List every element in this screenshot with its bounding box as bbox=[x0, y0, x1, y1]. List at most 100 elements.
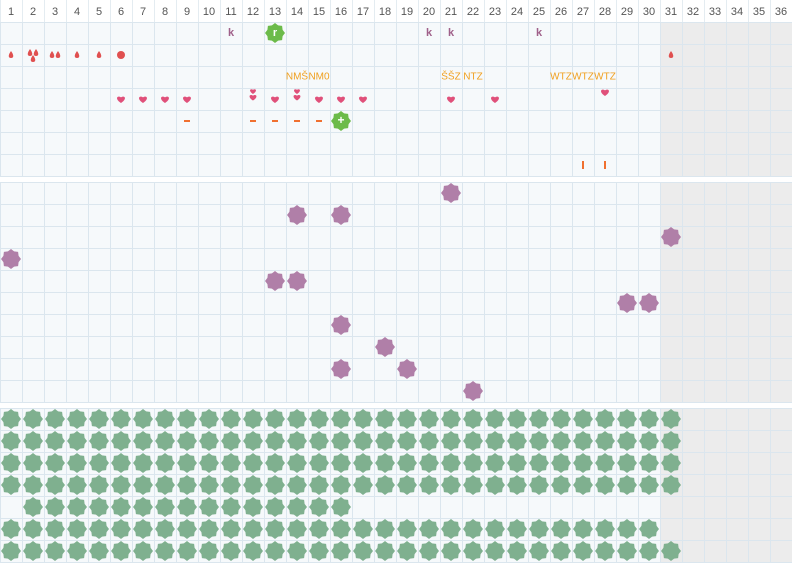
green-blob bbox=[177, 453, 197, 473]
green-blob bbox=[595, 431, 615, 451]
green-blob bbox=[243, 409, 263, 429]
green-blob bbox=[617, 519, 637, 539]
day-number: 20 bbox=[423, 6, 435, 18]
purple-blob bbox=[463, 381, 483, 401]
drop bbox=[74, 51, 80, 58]
letter: k bbox=[536, 27, 543, 39]
green-blob bbox=[155, 453, 175, 473]
green-blob bbox=[639, 475, 659, 495]
note: ŠŠZ bbox=[441, 70, 460, 83]
green-blob bbox=[595, 541, 615, 561]
green-blob bbox=[265, 453, 285, 473]
green-blob bbox=[89, 431, 109, 451]
green-blob bbox=[551, 541, 571, 561]
note: WTZ bbox=[594, 72, 616, 83]
green-blob bbox=[441, 409, 461, 429]
green-blob bbox=[309, 475, 329, 495]
green-blob bbox=[133, 497, 153, 517]
day-number: 9 bbox=[184, 6, 190, 18]
day-number: 1 bbox=[8, 6, 14, 18]
green-blob bbox=[485, 519, 505, 539]
green-blob bbox=[595, 453, 615, 473]
green-blob bbox=[23, 431, 43, 451]
green-blob bbox=[265, 541, 285, 561]
green-blob bbox=[331, 409, 351, 429]
green-blob bbox=[353, 519, 373, 539]
purple-blob bbox=[661, 227, 681, 247]
green-blob bbox=[1, 541, 21, 561]
dash bbox=[316, 120, 322, 122]
green-blob bbox=[287, 431, 307, 451]
purple-blob bbox=[287, 205, 307, 225]
green-blob bbox=[441, 453, 461, 473]
purple-blob bbox=[617, 293, 637, 313]
green-blob bbox=[287, 409, 307, 429]
plus: + bbox=[337, 113, 344, 127]
dash bbox=[294, 120, 300, 122]
heart bbox=[161, 96, 169, 103]
heart bbox=[117, 96, 125, 103]
green-blob bbox=[441, 431, 461, 451]
green-blob bbox=[419, 431, 439, 451]
green-blob bbox=[573, 475, 593, 495]
day-number: 13 bbox=[269, 6, 281, 18]
green-blob bbox=[353, 541, 373, 561]
day-number: 23 bbox=[489, 6, 501, 18]
green-blob bbox=[23, 519, 43, 539]
day-number: 32 bbox=[687, 6, 699, 18]
green-blob bbox=[463, 431, 483, 451]
day-number: 27 bbox=[577, 6, 589, 18]
heart bbox=[294, 89, 300, 94]
green-blob bbox=[45, 409, 65, 429]
green-blob bbox=[551, 453, 571, 473]
green-blob bbox=[309, 497, 329, 517]
green-blob bbox=[265, 431, 285, 451]
green-blob bbox=[133, 541, 153, 561]
day-number: 31 bbox=[665, 6, 677, 18]
heart bbox=[359, 96, 367, 103]
green-blob bbox=[221, 497, 241, 517]
green-blob bbox=[287, 497, 307, 517]
green-blob bbox=[331, 475, 351, 495]
day-number: 5 bbox=[96, 6, 102, 18]
green-blob bbox=[111, 453, 131, 473]
green-blob bbox=[485, 475, 505, 495]
heart bbox=[315, 96, 323, 103]
green-blob bbox=[573, 541, 593, 561]
heart bbox=[601, 89, 609, 96]
green-blob bbox=[45, 453, 65, 473]
green-blob bbox=[111, 541, 131, 561]
green-blob bbox=[45, 519, 65, 539]
green-blob bbox=[463, 409, 483, 429]
note: WTZ bbox=[572, 72, 594, 83]
green-blob bbox=[199, 497, 219, 517]
drop bbox=[8, 51, 14, 58]
drop bbox=[33, 49, 39, 56]
green-blob bbox=[221, 409, 241, 429]
green-blob bbox=[573, 453, 593, 473]
green-blob bbox=[23, 453, 43, 473]
green-blob bbox=[639, 431, 659, 451]
green-blob bbox=[353, 431, 373, 451]
green-blob bbox=[23, 409, 43, 429]
day-number: 15 bbox=[313, 6, 325, 18]
green-blob bbox=[353, 475, 373, 495]
day-number: 29 bbox=[621, 6, 633, 18]
drop bbox=[55, 51, 61, 58]
green-blob bbox=[221, 519, 241, 539]
green-blob bbox=[67, 409, 87, 429]
purple-blob bbox=[441, 183, 461, 203]
green-blob bbox=[661, 453, 681, 473]
green-blob bbox=[265, 497, 285, 517]
green-blob bbox=[661, 409, 681, 429]
purple-blob bbox=[331, 315, 351, 335]
green-blob bbox=[485, 453, 505, 473]
green-blob bbox=[1, 475, 21, 495]
green-blob bbox=[485, 541, 505, 561]
note: WTZ bbox=[550, 72, 572, 83]
spot bbox=[117, 51, 125, 59]
green-blob bbox=[419, 519, 439, 539]
heart bbox=[447, 96, 455, 103]
green-blob bbox=[661, 541, 681, 561]
